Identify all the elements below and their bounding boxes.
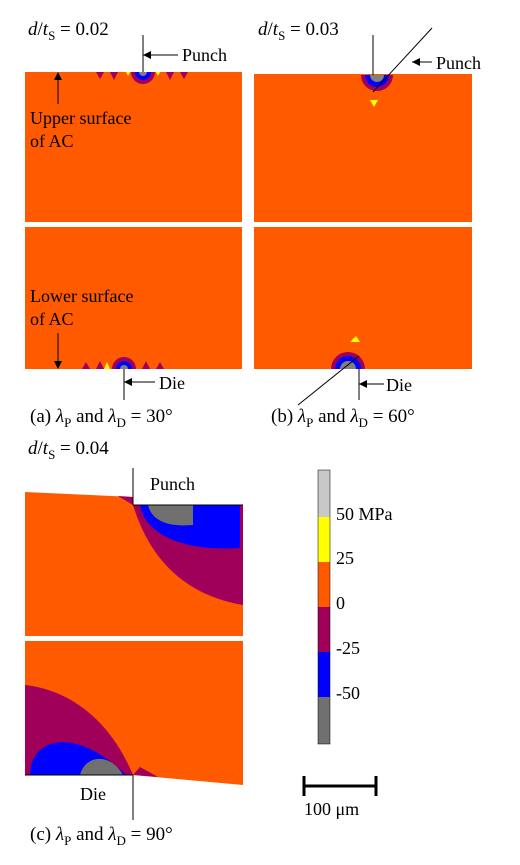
legend-swatch-3 [318, 607, 330, 652]
legend-swatch-1 [318, 517, 330, 562]
upper-specimen-a [25, 72, 242, 222]
caption-a: (a) λP and λD = 30° [30, 406, 173, 430]
punch-leader-b [372, 27, 433, 93]
ratio-label-b: d/tS = 0.03 [258, 19, 339, 43]
ratio-label-c: d/tS = 0.04 [28, 438, 109, 462]
legend-label-2: 0 [336, 593, 345, 613]
lower-compression-peak-c [80, 758, 123, 775]
punch-label-b: Punch [436, 53, 481, 73]
punch-contact-zone-b [361, 75, 393, 107]
lower-surface-label-line1: Lower surface [30, 286, 133, 306]
color-legend: 50 MPa 25 0 -25 -50 [317, 469, 393, 745]
legend-label-4: -50 [336, 683, 360, 703]
lower-specimen-a [25, 227, 242, 369]
legend-swatch-2 [318, 562, 330, 607]
scale-bar: 100 μm [302, 776, 378, 819]
legend-swatch-0 [318, 470, 330, 517]
lower-surface-label-line2: of AC [30, 309, 74, 329]
lower-specimen-b [254, 227, 472, 369]
panel-a: d/tS = 0.02 Punch Upper surface of AC [25, 19, 242, 430]
upper-specimen-b [254, 74, 472, 222]
upper-stress-spots-a [96, 72, 188, 80]
punch-label-c: Punch [150, 474, 195, 494]
legend-label-0: 50 MPa [336, 504, 393, 524]
upper-surface-label-line2: of AC [30, 131, 74, 151]
die-label-c: Die [80, 784, 106, 804]
caption-c: (c) λP and λD = 90° [30, 824, 173, 848]
die-leader-b [297, 355, 360, 406]
upper-surface-label-line1: Upper surface [30, 108, 131, 128]
caption-b: (b) λP and λD = 60° [271, 406, 415, 430]
punch-body-c [133, 468, 243, 505]
punch-label-a: Punch [182, 45, 227, 65]
die-label-a: Die [159, 373, 185, 393]
punch-contact-zone-a [131, 72, 155, 84]
panel-c: d/tS = 0.04 Punch Die (c) λP and λD = 90… [25, 438, 243, 848]
legend-swatch-4 [318, 652, 330, 697]
upper-compression-peak-c [148, 505, 193, 526]
legend-label-1: 25 [336, 548, 354, 568]
die-label-b: Die [386, 375, 412, 395]
legend-swatch-5 [318, 697, 330, 744]
lower-stress-spots-a [82, 361, 164, 369]
die-contact-zone-a [112, 357, 136, 369]
ratio-label-a: d/tS = 0.02 [28, 19, 109, 43]
panel-b: d/tS = 0.03 Punch Die (b) λP and λD = 60… [254, 19, 481, 430]
legend-label-3: -25 [336, 638, 360, 658]
scale-bar-label: 100 μm [304, 799, 359, 819]
